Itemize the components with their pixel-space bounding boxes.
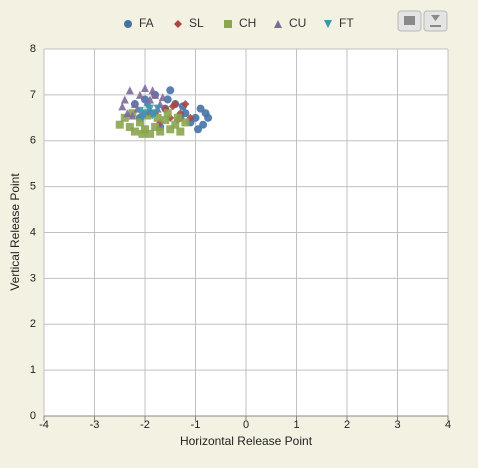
legend-label: FT xyxy=(339,16,354,30)
point xyxy=(173,113,182,122)
point xyxy=(138,113,147,122)
point xyxy=(158,93,167,102)
point xyxy=(130,127,139,136)
y-tick-label: 1 xyxy=(30,364,36,376)
x-tick-label: 0 xyxy=(243,419,249,431)
point xyxy=(146,129,155,138)
legend-item[interactable]: CH xyxy=(224,16,256,30)
legend-item[interactable]: FT xyxy=(324,16,354,30)
legend-label: SL xyxy=(189,16,204,30)
legend-label: CU xyxy=(289,16,306,30)
point xyxy=(128,111,137,120)
legend-item[interactable]: SL xyxy=(174,16,204,30)
legend-marker xyxy=(124,20,132,28)
point xyxy=(199,120,208,129)
point xyxy=(143,102,152,111)
legend-label: FA xyxy=(139,16,154,30)
y-tick-label: 6 xyxy=(30,135,36,147)
point xyxy=(204,113,213,122)
legend-item[interactable]: FA xyxy=(124,16,154,30)
point xyxy=(148,86,157,95)
point xyxy=(151,122,160,131)
point xyxy=(135,118,144,127)
point xyxy=(166,125,175,134)
legend-marker xyxy=(324,20,332,28)
point xyxy=(151,90,160,99)
x-tick-label: 4 xyxy=(445,419,451,431)
point xyxy=(135,106,144,115)
point xyxy=(176,127,185,136)
legend-item[interactable]: CU xyxy=(274,16,306,30)
point xyxy=(118,102,127,111)
point xyxy=(138,129,147,138)
y-tick-label: 2 xyxy=(30,318,36,330)
legend-marker xyxy=(224,20,232,28)
point xyxy=(125,122,134,131)
legend-marker xyxy=(274,20,282,28)
y-tick-label: 3 xyxy=(30,272,36,284)
point xyxy=(141,109,149,118)
download-button[interactable] xyxy=(423,10,448,32)
y-tick-label: 5 xyxy=(30,181,36,193)
point xyxy=(168,102,177,111)
y-tick-label: 0 xyxy=(30,410,36,422)
point xyxy=(115,120,124,129)
download-icon xyxy=(430,15,441,27)
point xyxy=(163,109,172,118)
point xyxy=(153,104,162,113)
point xyxy=(166,86,175,95)
point xyxy=(161,116,170,125)
point xyxy=(191,113,200,122)
point xyxy=(156,127,165,136)
point xyxy=(120,113,129,122)
y-axis-title: Vertical Release Point xyxy=(8,173,22,291)
point xyxy=(135,90,144,99)
x-tick-label: -1 xyxy=(191,419,201,431)
print-button[interactable] xyxy=(397,10,422,32)
x-tick-label: 2 xyxy=(344,419,350,431)
x-tick-label: 3 xyxy=(394,419,400,431)
point xyxy=(123,109,132,118)
point xyxy=(141,125,149,134)
x-tick-label: 1 xyxy=(293,419,299,431)
x-tick-label: -4 xyxy=(39,419,49,431)
point xyxy=(181,100,190,109)
point xyxy=(171,120,180,129)
point xyxy=(143,111,152,120)
point xyxy=(181,118,190,127)
point xyxy=(120,95,129,104)
point xyxy=(181,109,190,118)
print-icon xyxy=(404,16,415,25)
y-tick-label: 7 xyxy=(30,89,36,101)
point xyxy=(125,86,134,95)
point xyxy=(153,113,162,122)
x-tick-label: -3 xyxy=(90,419,100,431)
point xyxy=(141,83,149,92)
x-tick-label: -2 xyxy=(140,419,150,431)
point xyxy=(163,95,172,104)
y-tick-label: 4 xyxy=(30,226,36,238)
legend-label: CH xyxy=(239,16,256,30)
legend-marker xyxy=(174,20,182,28)
x-axis-title: Horizontal Release Point xyxy=(180,434,313,448)
y-tick-label: 8 xyxy=(30,43,36,55)
